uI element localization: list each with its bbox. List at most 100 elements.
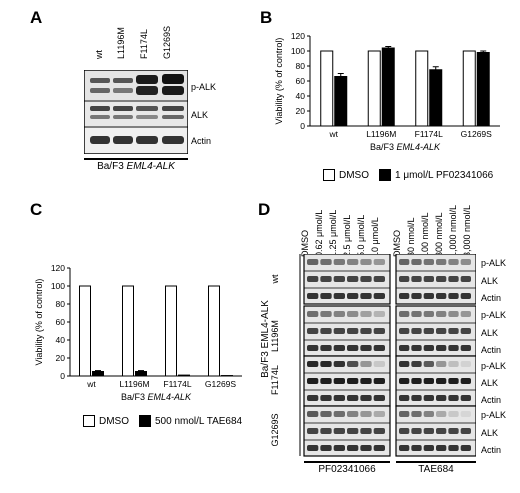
lane-label: L1196M (116, 27, 126, 59)
legend-swatch-dmso (83, 415, 95, 427)
band-p-alk (320, 259, 332, 265)
band-alk (460, 428, 471, 434)
group-label-wt: wt (270, 274, 280, 284)
band-p-alk (373, 259, 385, 265)
band-actin (423, 395, 434, 401)
bar-dmso (320, 50, 334, 127)
band-p-alk (436, 361, 447, 367)
panel-a-letter: A (30, 8, 43, 27)
band-alk (399, 276, 410, 282)
band-alk (423, 428, 434, 434)
band-p-alk (399, 311, 410, 317)
y-axis-label: Viability (% of control) (34, 279, 44, 366)
band-alk (347, 276, 359, 282)
bar-dmso (165, 285, 177, 377)
band-actin (399, 395, 410, 401)
lane-label: DMSO (300, 230, 310, 257)
band-alk (411, 378, 422, 384)
band-alk (411, 276, 422, 282)
band-p-alk (333, 259, 345, 265)
panel-a-underline (84, 158, 188, 160)
band-p-alk (448, 311, 459, 317)
band-actin (320, 293, 332, 299)
band-actin (307, 345, 319, 351)
band-alk (448, 328, 459, 334)
band-alk (436, 428, 447, 434)
y-tick-label: 120 (51, 263, 65, 273)
band-p-alk (347, 411, 359, 417)
band-p-alk (448, 259, 459, 265)
row-label-alk: ALK (481, 276, 499, 286)
legend-swatch-drug (139, 415, 151, 427)
band-alk (399, 328, 410, 334)
band-alk (307, 378, 319, 384)
panel-a-blot (84, 70, 188, 154)
band-actin (333, 445, 345, 451)
band-p-alk (307, 259, 319, 265)
group-label-l1196m: L1196M (270, 320, 280, 352)
band-actin (320, 345, 332, 351)
band-p-alk (436, 311, 447, 317)
band-actin (347, 293, 359, 299)
legend-label-drug: 1 μmol/L PF02341066 (395, 169, 494, 181)
band-actin (360, 293, 372, 299)
band-p-alk (360, 259, 372, 265)
band-actin (423, 293, 434, 299)
x-tick-label: G1269S (461, 129, 493, 139)
band-p-alk (423, 311, 434, 317)
band-p-alk (347, 361, 359, 367)
x-tick-label: L1196M (366, 129, 396, 139)
band-alk (333, 428, 345, 434)
y-tick-label: 20 (56, 353, 66, 363)
x-tick-label: wt (86, 379, 96, 389)
x-tick-label: F1174L (415, 129, 443, 139)
band-p-alk (373, 411, 385, 417)
band-alk (460, 328, 471, 334)
band-p-alk (360, 411, 372, 417)
row-label-alk: ALK (191, 110, 209, 120)
band-actin (347, 395, 359, 401)
band-p-alk (320, 411, 332, 417)
band-alk (320, 276, 332, 282)
bar-dmso (208, 285, 220, 377)
band-p-alk (373, 361, 385, 367)
band-alk (347, 328, 359, 334)
x-axis-label-plain: Ba/F3 (121, 392, 148, 402)
band-alk (307, 276, 319, 282)
band-p-alk (360, 361, 372, 367)
band-actin (411, 395, 422, 401)
y-tick-label: 80 (296, 61, 306, 71)
band-alk (333, 276, 345, 282)
band-p-alk (411, 411, 422, 417)
band-p-alk (399, 259, 410, 265)
band-actin (448, 345, 459, 351)
group-label-g1269s: G1269S (270, 413, 280, 447)
band-alk (373, 328, 385, 334)
band-p-alk (448, 361, 459, 367)
band-alk (360, 328, 372, 334)
legend-swatch-drug (379, 169, 391, 181)
band-p-alk (460, 411, 471, 417)
row-label-actin: Actin (481, 395, 502, 405)
x-tick-label: G1269S (205, 379, 237, 389)
bar-dmso (462, 50, 476, 127)
x-tick-label: wt (329, 129, 339, 139)
drug-right-label: TAE684 (418, 464, 454, 475)
band-p-alk (423, 361, 434, 367)
lane-label: G1269S (162, 25, 172, 59)
drug-left-underline (304, 461, 390, 463)
band-alk (423, 276, 434, 282)
band-alk (333, 328, 345, 334)
band-alk (307, 428, 319, 434)
band-alk (320, 328, 332, 334)
y-tick-label: 0 (60, 371, 65, 381)
y-tick-label: 100 (291, 46, 305, 56)
band-alk (307, 328, 319, 334)
chart-b: 0 20 40 60 80 100 120 Viability (% of control) w… (274, 31, 500, 152)
band-actin (399, 445, 410, 451)
band-alk (423, 328, 434, 334)
row-label-actin: Actin (481, 293, 502, 303)
lane-label: 30 nmol/L (406, 217, 416, 257)
y-tick-label: 40 (56, 335, 66, 345)
band-alk (448, 428, 459, 434)
